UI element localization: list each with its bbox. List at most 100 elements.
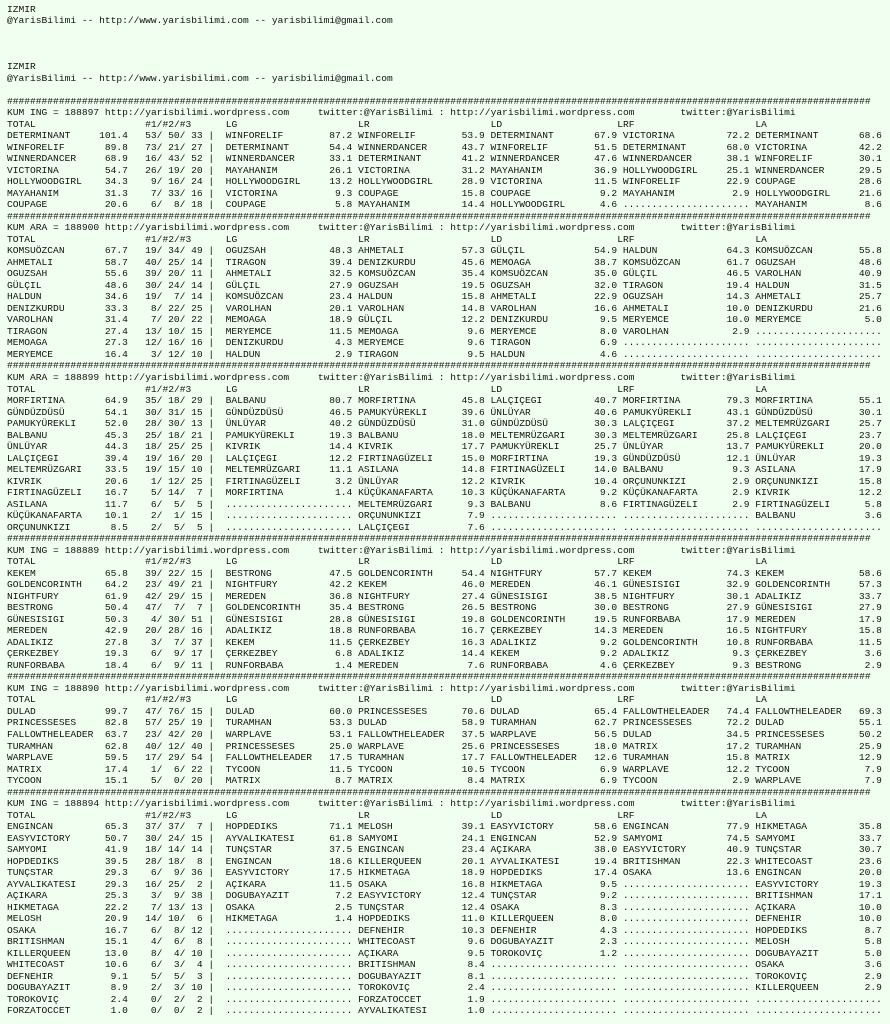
- horse-name: AHMETALI: [7, 256, 54, 268]
- column-header-line: TOTAL #1/#2/#3 LG LR LD LRF LA: [7, 234, 890, 246]
- place-count: 30: [145, 832, 157, 844]
- separator-line: ########################################…: [7, 671, 890, 683]
- ld-horse-name: HOPDEDIKS: [490, 867, 543, 879]
- ld-score: 58.6: [594, 821, 618, 833]
- lg-horse-name: OSAKA: [225, 901, 255, 913]
- lg-horse-name: ÇERKEZBEY: [225, 648, 278, 660]
- horse-row: FALLOWTHELEADER 63.7 23 42 20 WARPLAVE 53.1 FAL…: [7, 729, 890, 741]
- total-score: 65.8: [104, 567, 128, 579]
- ld-placeholder-dots: ......................: [490, 1005, 618, 1017]
- lr-horse-name: KOMSUÖZCAN: [358, 268, 416, 280]
- la-score: 68.6: [858, 130, 882, 142]
- lr-horse-name: VICTORINA: [358, 164, 410, 176]
- place-count: 22: [191, 314, 203, 326]
- horse-row: PRINCESSESES 82.8 57 25 19 TURAMHAN 53.3 DULAD 5…: [7, 717, 890, 729]
- la-horse-name: DETERMINANT: [755, 130, 819, 142]
- la-score: 31.5: [858, 279, 882, 291]
- lrf-placeholder-dots: ......................: [622, 199, 750, 211]
- place-count: 19: [145, 452, 157, 464]
- lg-score: 8.7: [335, 775, 353, 787]
- ld-score: 38.0: [594, 844, 618, 856]
- total-score: 58.7: [104, 256, 128, 268]
- place-count: 6: [150, 648, 157, 660]
- column-header-ld: LD: [490, 118, 503, 130]
- la-horse-name: COUPAGE: [755, 176, 796, 188]
- lrf-horse-name: KOMSUÖZCAN: [622, 256, 681, 268]
- la-placeholder-dots: ......................: [755, 521, 882, 533]
- place-count: 30: [145, 406, 157, 418]
- lrf-horse-name: HALDUN: [622, 245, 658, 257]
- place-count: 18: [168, 855, 180, 867]
- lr-score: 19.5: [461, 279, 485, 291]
- place-count: 9: [173, 659, 180, 671]
- lr-score: 15.0: [461, 452, 485, 464]
- total-score: 99.7: [104, 705, 128, 717]
- lrf-placeholder-dots: ......................: [622, 1005, 750, 1017]
- lr-horse-name: TURAMHAN: [358, 752, 405, 764]
- place-count: 6: [150, 867, 157, 879]
- total-score: 20.9: [104, 913, 128, 925]
- lg-horse-name: MATRIX: [225, 775, 261, 787]
- lr-score: 23.4: [461, 844, 485, 856]
- place-count: 18: [168, 395, 180, 407]
- place-count: 15: [191, 590, 203, 602]
- place-count: 36: [191, 867, 203, 879]
- horse-row: KOMSUÖZCAN 67.7 19 34 49 OGUZSAH 48.3 AHMETALI 5…: [7, 245, 890, 257]
- lrf-horse-name: PAMUKYÜREKLI: [622, 406, 692, 418]
- lg-score: 23.4: [329, 291, 353, 303]
- lr-score: 9.6: [467, 337, 485, 349]
- column-header-places: #1/#2/#3: [145, 233, 192, 245]
- lg-horse-name: WINNERDANCER: [225, 153, 295, 165]
- pipe-separator: [203, 291, 215, 303]
- lr-horse-name: WINNERDANCER: [358, 141, 428, 153]
- lr-score: 9.6: [467, 325, 485, 337]
- total-score: 59.5: [104, 752, 128, 764]
- place-count: 15: [191, 406, 203, 418]
- place-count: 20: [145, 625, 157, 637]
- separator-line: ########################################…: [7, 360, 890, 372]
- lr-score: 19.8: [461, 613, 485, 625]
- lg-score: 47.5: [329, 567, 353, 579]
- ld-horse-name: ENGINCAN: [490, 832, 537, 844]
- ld-placeholder-dots: ......................: [490, 970, 618, 982]
- place-count: 9: [173, 867, 180, 879]
- column-header-la: LA: [755, 233, 767, 245]
- horse-row: AÇIKARA 25.3 3 9 38 DOGUBAYAZIT 7.2 EASYVICTORY…: [7, 890, 890, 902]
- lrf-horse-name: DETERMINANT: [622, 141, 687, 153]
- lr-horse-name: PAMUKYÜREKLI: [358, 406, 428, 418]
- column-header-lrf: LRF: [617, 383, 635, 395]
- ld-score: 22.9: [594, 291, 618, 303]
- pipe-separator: [203, 844, 215, 856]
- horse-row: GOLDENCORINTH 64.2 23 49 21 NIGHTFURY 42.2 KEKE…: [7, 579, 890, 591]
- total-score: 65.3: [104, 821, 128, 833]
- lrf-placeholder-dots: ......................: [622, 993, 750, 1005]
- place-count: 57: [145, 717, 157, 729]
- lg-score: 11.5: [329, 325, 353, 337]
- lg-horse-name: HOLLYWOODGIRL: [225, 176, 301, 188]
- lg-score: 25.0: [329, 740, 353, 752]
- place-count: 16: [191, 187, 203, 199]
- pipe-separator: [203, 959, 215, 971]
- place-count: 22: [168, 567, 180, 579]
- place-count: 7: [196, 487, 203, 499]
- total-score: 1.0: [110, 1005, 128, 1017]
- place-count: 49: [191, 245, 203, 257]
- column-header-places: #1/#2/#3: [145, 556, 192, 568]
- la-score: 27.9: [858, 602, 882, 614]
- place-count: 28: [145, 418, 157, 430]
- race-title-group: KUM ARA = 188899 http://yarisbilimi.word…: [7, 372, 318, 384]
- contact-info: @YarisBilimi -- http://www.yarisbilimi.c…: [7, 72, 393, 84]
- separator-line: ########################################…: [7, 533, 890, 545]
- ld-horse-name: DOGUBAYAZIT: [490, 936, 554, 948]
- horse-row: VAROLHAN 31.4 7 20 22 MEMOAGA 18.9 GÜLÇIL 12.2 DE…: [7, 314, 890, 326]
- lrf-score: 13.6: [726, 867, 750, 879]
- race-url: http://yarisbilimi.wordpress.com: [104, 798, 290, 810]
- la-score: 17.9: [858, 464, 882, 476]
- ld-score: 54.9: [594, 245, 618, 257]
- horse-row: MERYEMCE 16.4 3 12 10 HALDUN 2.9 TIRAGON 9.5 HALD…: [7, 349, 890, 361]
- ld-horse-name: HIKMETAGA: [490, 878, 543, 890]
- lg-placeholder-dots: ......................: [225, 959, 353, 971]
- lrf-horse-name: TYCOON: [622, 775, 658, 787]
- lrf-score: 12.1: [726, 452, 750, 464]
- ld-score: 18.0: [594, 740, 618, 752]
